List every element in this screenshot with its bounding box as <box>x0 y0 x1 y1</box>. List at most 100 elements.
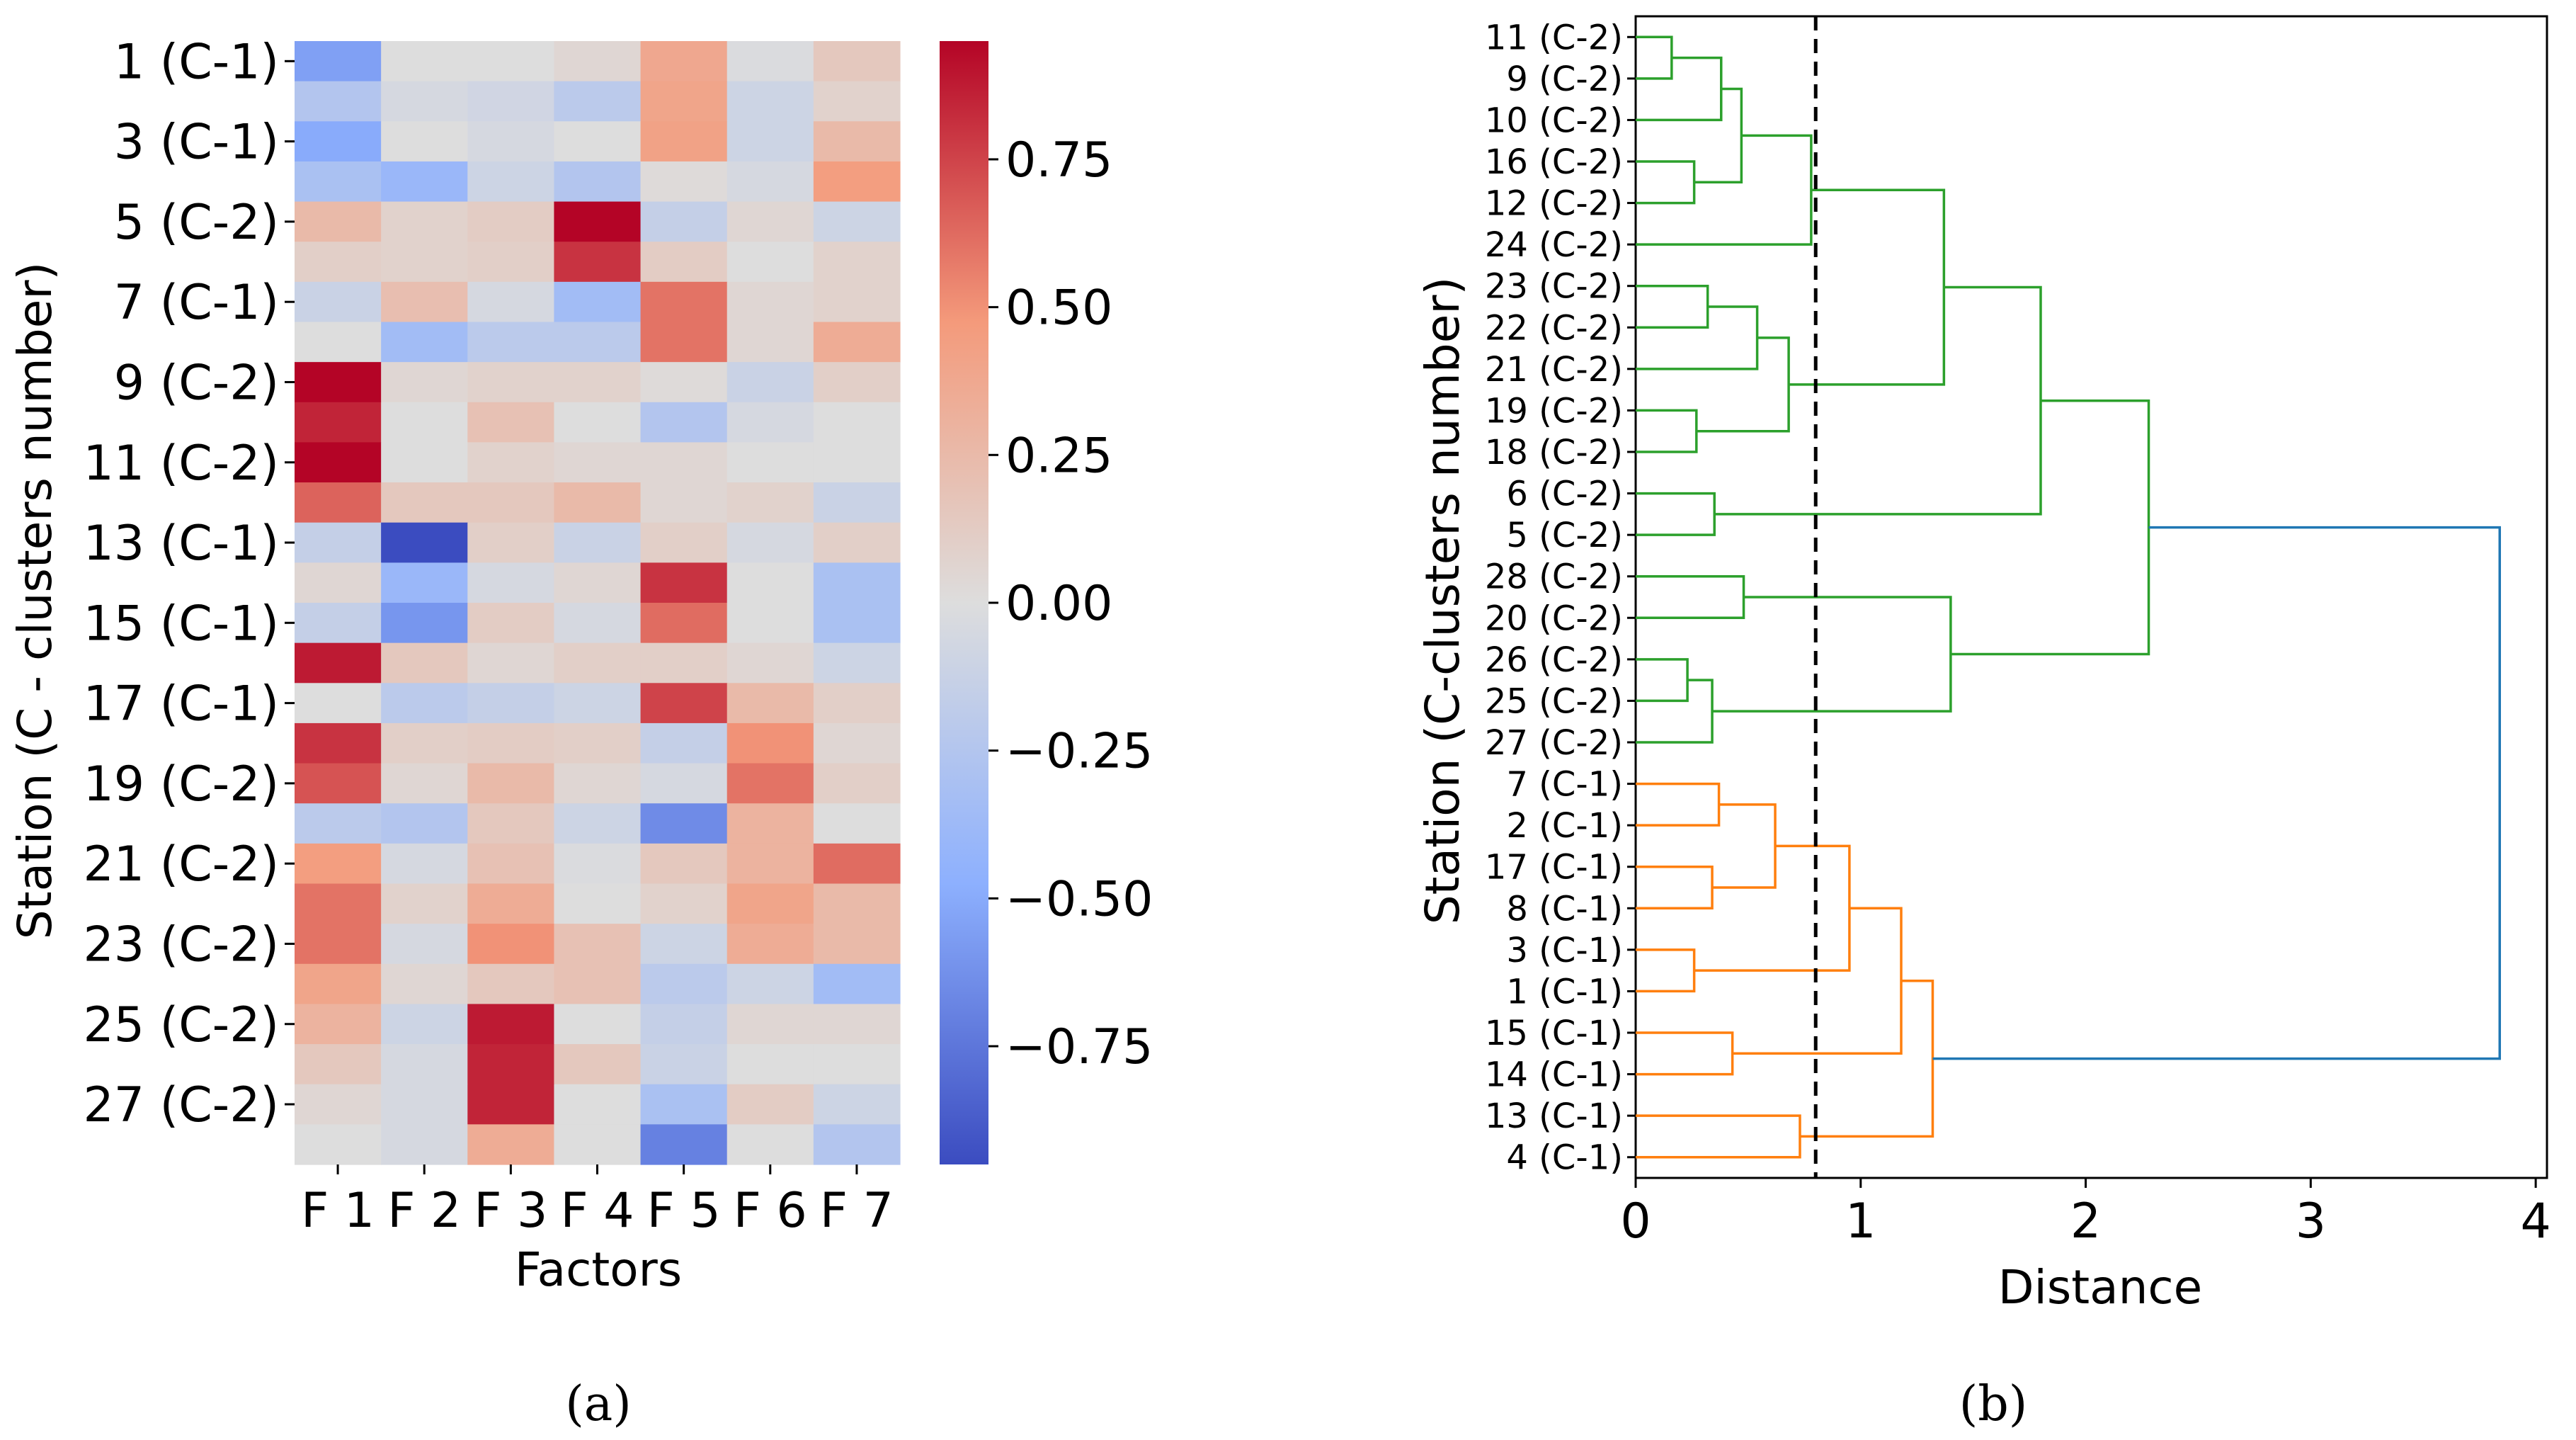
heatmap-row-tick-label: 9 (C-2) <box>114 355 279 411</box>
dendrogram-link <box>1636 56 1723 122</box>
heatmap-cell <box>640 1004 728 1045</box>
heatmap-cell <box>813 722 901 764</box>
heatmap-cell <box>813 1004 901 1045</box>
heatmap-cell <box>381 522 468 563</box>
heatmap-cell <box>726 763 814 804</box>
heatmap-column-label: F 7 <box>820 1183 894 1239</box>
heatmap-cell <box>813 201 901 242</box>
heatmap-cell <box>813 683 901 724</box>
dendrogram-leaf-label: 27 (C-2) <box>1485 723 1623 763</box>
heatmap-cell <box>813 482 901 523</box>
dendrogram-link <box>1636 305 1759 370</box>
heatmap-cell <box>554 963 642 1005</box>
heatmap-cell <box>381 803 468 844</box>
heatmap-cell <box>467 281 555 323</box>
heatmap-cell <box>640 683 728 724</box>
heatmap-cell <box>813 442 901 483</box>
heatmap-cell <box>295 1044 382 1085</box>
heatmap-cell <box>640 1084 728 1125</box>
heatmap-cell <box>381 281 468 323</box>
dendrogram-link <box>1712 596 1952 713</box>
heatmap-cell <box>813 81 901 122</box>
dendrogram-leaf-label: 16 (C-2) <box>1485 142 1623 182</box>
heatmap-cell <box>554 281 642 323</box>
dendrogram-leaf-label: 24 (C-2) <box>1485 225 1623 265</box>
dendrogram-leaf-label: 13 (C-1) <box>1485 1096 1623 1136</box>
heatmap-cell <box>381 161 468 203</box>
dendrogram-leaf-label: 20 (C-2) <box>1485 599 1623 638</box>
colorbar-tick-label: 0.75 <box>1005 132 1112 188</box>
heatmap-cell <box>554 803 642 844</box>
heatmap-cell <box>554 1084 642 1125</box>
heatmap-cell <box>295 1004 382 1045</box>
dendrogram-leaf-label: 28 (C-2) <box>1485 557 1623 597</box>
heatmap-cell <box>640 482 728 523</box>
heatmap-cell <box>295 803 382 844</box>
heatmap-cell <box>726 402 814 443</box>
dendrogram-leaf-labels: 11 (C-2)9 (C-2)10 (C-2)16 (C-2)12 (C-2)2… <box>1485 18 1636 1178</box>
heatmap-cell <box>640 722 728 764</box>
heatmap-cell <box>467 121 555 162</box>
heatmap-cell <box>381 963 468 1005</box>
dendrogram-link <box>1636 160 1696 205</box>
heatmap-cell <box>467 642 555 684</box>
heatmap-cell <box>640 201 728 242</box>
dendrogram-link <box>1932 526 2502 1060</box>
heatmap-cell <box>295 41 382 82</box>
heatmap-row-tick-label: 1 (C-1) <box>114 34 279 90</box>
heatmap-cell <box>554 81 642 122</box>
colorbar <box>940 41 988 1164</box>
heatmap-cell <box>467 402 555 443</box>
heatmap-cell <box>640 883 728 924</box>
heatmap-cell <box>381 201 468 242</box>
heatmap-cell <box>554 41 642 82</box>
dendrogram-leaf-label: 2 (C-1) <box>1506 806 1623 846</box>
heatmap-cell <box>381 121 468 162</box>
colorbar-tick-label: 0.50 <box>1005 280 1112 336</box>
heatmap-cell <box>554 442 642 483</box>
dendrogram-x-tick-label: 3 <box>2296 1194 2326 1249</box>
heatmap-cell <box>726 883 814 924</box>
heatmap-cell <box>640 1044 728 1085</box>
heatmap-cell <box>381 442 468 483</box>
heatmap-cell <box>467 81 555 122</box>
colorbar-ticks: 0.75 0.50 0.25 0.00 −0.25 −0.50 −0.75 <box>988 132 1153 1075</box>
heatmap-cell <box>726 442 814 483</box>
dendrogram-leaf-label: 7 (C-1) <box>1506 765 1623 805</box>
heatmap-cell <box>467 963 555 1005</box>
heatmap-cell <box>295 683 382 724</box>
heatmap-cell <box>640 1124 728 1165</box>
heatmap-cell <box>640 562 728 603</box>
heatmap-cell <box>554 482 642 523</box>
dendrogram-x-tick-label: 4 <box>2520 1194 2551 1249</box>
dendrogram-link <box>1636 1114 1801 1159</box>
heatmap-cell <box>640 843 728 885</box>
dendrogram-link <box>1694 87 1743 184</box>
heatmap-cell <box>640 963 728 1005</box>
heatmap-cell <box>726 121 814 162</box>
heatmap-cell <box>381 41 468 82</box>
heatmap-cell <box>726 1084 814 1125</box>
heatmap-cell <box>726 642 814 684</box>
heatmap-cell <box>554 161 642 203</box>
heatmap-cell <box>295 843 382 885</box>
dendrogram-link <box>1636 782 1721 827</box>
heatmap-cell <box>295 1124 382 1165</box>
heatmap-cell <box>640 121 728 162</box>
heatmap-row-tick-label: 17 (C-1) <box>84 676 279 732</box>
heatmap-row-tick-label: 5 (C-2) <box>114 195 279 251</box>
dendrogram-link <box>1636 409 1698 453</box>
heatmap-row-tick-label: 19 (C-2) <box>84 756 279 812</box>
heatmap-cell <box>726 963 814 1005</box>
heatmap-cell <box>467 843 555 885</box>
heatmap-cell <box>381 1004 468 1045</box>
dendrogram-leaf-label: 17 (C-1) <box>1485 848 1623 888</box>
dendrogram-frame <box>1634 15 2548 1179</box>
heatmap-cell <box>554 402 642 443</box>
colorbar-tick-label: 0.25 <box>1005 428 1112 484</box>
heatmap-cell <box>554 924 642 965</box>
heatmap-cell <box>554 1124 642 1165</box>
heatmap-cell <box>813 362 901 403</box>
heatmap-cell <box>813 161 901 203</box>
